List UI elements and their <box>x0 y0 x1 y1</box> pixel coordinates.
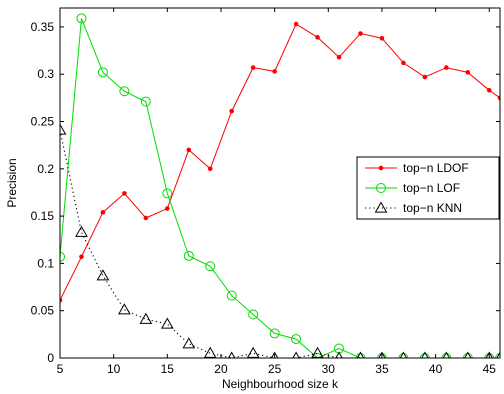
data-point-lof <box>60 251 65 262</box>
data-point-lof <box>119 86 130 97</box>
data-point-ldof <box>486 87 492 93</box>
y-tick-label: 0.05 <box>31 304 55 318</box>
x-axis-ticks: 5 10 15 20 25 30 35 40 45 <box>57 8 497 376</box>
data-point-knn <box>311 346 324 358</box>
data-point-ldof <box>207 166 213 172</box>
legend-marker <box>378 165 384 171</box>
data-point-knn <box>182 337 196 349</box>
legend-label: top−n KNN <box>403 201 462 215</box>
legend-item-knn: top−n KNN <box>365 201 462 215</box>
x-tick-label: 45 <box>483 362 497 376</box>
data-point-ldof <box>315 35 320 40</box>
data-point-lof <box>140 96 151 107</box>
data-point-ldof <box>293 21 299 27</box>
series-knn <box>60 123 500 358</box>
data-point-ldof <box>379 35 385 41</box>
data-point-ldof <box>401 60 406 66</box>
data-point-knn <box>292 351 300 358</box>
x-axis-label: Neighbourhood size k <box>222 377 339 391</box>
y-tick-label: 0.3 <box>37 67 54 81</box>
y-tick-label: 0.35 <box>31 20 55 34</box>
y-axis-label: Precision <box>5 158 19 207</box>
y-axis-ticks: 0 0.05 0.1 0.15 0.2 0.25 0.3 0.35 <box>31 20 500 365</box>
y-tick-label: 0.1 <box>37 256 54 270</box>
data-point-knn <box>96 269 110 281</box>
data-point-ldof <box>272 69 277 74</box>
data-point-knn <box>118 303 131 315</box>
data-point-knn <box>335 351 343 358</box>
data-point-knn <box>203 346 217 358</box>
data-point-lof <box>97 67 108 78</box>
data-point-ldof <box>143 215 149 221</box>
data-point-knn <box>442 351 451 358</box>
series-line-lof <box>60 18 500 358</box>
data-point-lof <box>248 309 259 320</box>
legend-item-lof: top−n LOF <box>365 181 460 195</box>
data-point-knn <box>160 317 174 329</box>
x-tick-label: 25 <box>268 362 282 376</box>
data-point-ldof <box>444 65 449 70</box>
y-tick-label: 0.2 <box>37 162 54 176</box>
data-point-knn <box>139 312 153 324</box>
data-point-knn <box>399 351 408 358</box>
data-point-ldof <box>336 54 342 60</box>
legend-marker <box>374 201 388 213</box>
data-point-ldof <box>250 65 256 70</box>
y-tick-label: 0.15 <box>31 209 55 223</box>
data-point-lof <box>312 353 323 358</box>
legend-label: top−n LDOF <box>403 161 469 175</box>
data-point-lof <box>269 328 280 339</box>
x-tick-label: 5 <box>57 362 64 376</box>
x-tick-label: 30 <box>322 362 336 376</box>
plot-frame <box>59 7 501 359</box>
x-tick-label: 40 <box>429 362 443 376</box>
legend-item-ldof: top−n LDOF <box>365 161 469 175</box>
data-point-knn <box>227 351 236 358</box>
data-point-knn <box>60 123 67 135</box>
data-point-ldof <box>465 70 471 75</box>
x-tick-label: 20 <box>214 362 228 376</box>
data-point-knn <box>421 351 429 358</box>
data-point-ldof <box>358 31 363 36</box>
series-layer <box>60 13 500 358</box>
x-tick-label: 10 <box>107 362 121 376</box>
data-point-ldof <box>229 108 235 114</box>
data-point-lof <box>226 290 237 301</box>
x-tick-label: 15 <box>161 362 175 376</box>
x-tick-label: 35 <box>375 362 389 376</box>
data-point-lof <box>205 261 216 272</box>
data-point-knn <box>496 351 500 358</box>
data-point-knn <box>464 351 472 358</box>
data-point-knn <box>485 351 493 358</box>
data-point-ldof <box>79 254 84 260</box>
data-point-lof <box>76 13 87 24</box>
legend-label: top−n LOF <box>403 181 460 195</box>
series-ldof <box>60 21 500 303</box>
y-tick-label: 0.25 <box>31 115 55 129</box>
series-line-ldof <box>60 23 500 301</box>
data-point-knn <box>356 351 365 358</box>
data-point-lof <box>183 250 194 261</box>
data-point-knn <box>378 351 386 358</box>
data-point-ldof <box>122 191 127 196</box>
data-point-knn <box>246 346 260 358</box>
legend-marker <box>376 183 386 193</box>
data-point-ldof <box>100 210 106 215</box>
data-point-knn <box>270 351 279 358</box>
y-tick-label: 0 <box>47 351 54 365</box>
data-point-ldof <box>186 147 192 153</box>
legend: top−n LDOF top−n LOF top−n KNN <box>356 156 500 220</box>
data-point-ldof <box>422 74 428 80</box>
data-point-lof <box>291 334 302 345</box>
data-point-ldof <box>165 206 170 211</box>
data-point-knn <box>75 225 88 237</box>
data-point-lof <box>162 188 173 199</box>
